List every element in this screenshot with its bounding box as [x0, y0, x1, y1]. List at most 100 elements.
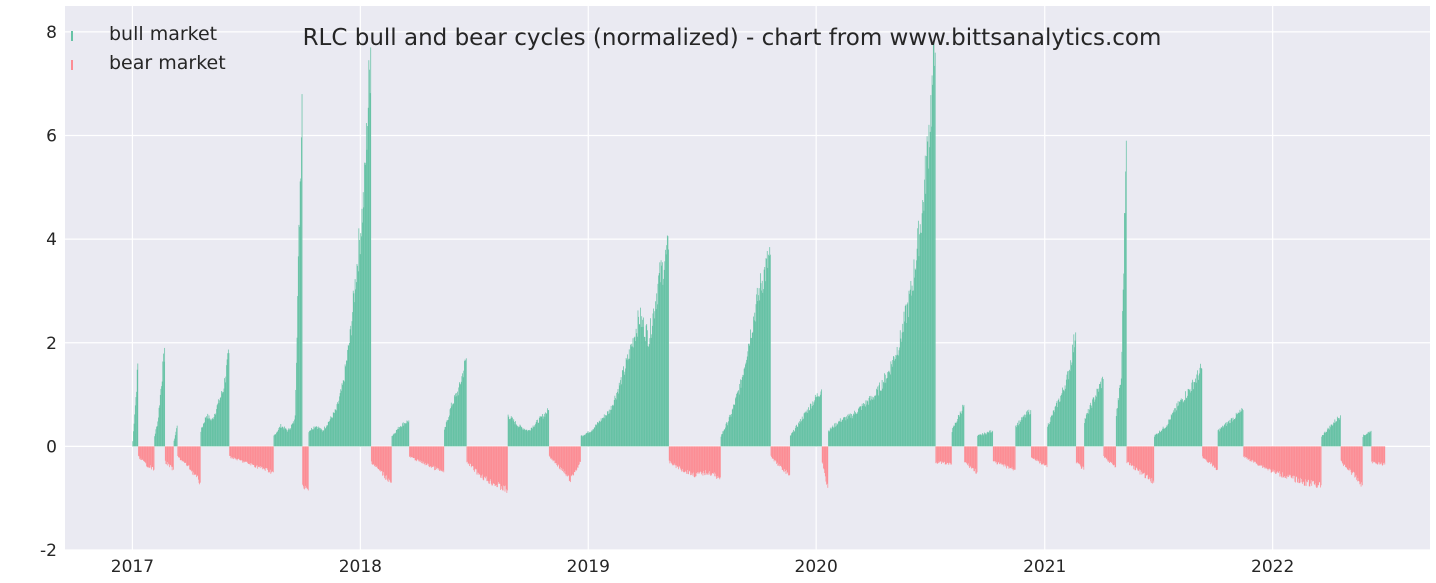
bear-bar: [1034, 446, 1035, 459]
bull-bar: [797, 426, 799, 447]
bear-bar: [479, 446, 480, 475]
bull-bar: [1074, 347, 1075, 447]
bear-bar: [1032, 446, 1033, 459]
bull-bar: [907, 317, 909, 447]
bull-bar: [460, 384, 462, 447]
bear-bar: [146, 446, 147, 467]
bull-bar: [1087, 413, 1088, 447]
bull-bar: [754, 321, 756, 447]
bear-bar: [1039, 446, 1040, 464]
bull-bar: [1178, 401, 1180, 447]
bear-bar: [780, 446, 782, 466]
bull-bar: [876, 388, 877, 447]
bear-bar: [773, 446, 774, 459]
bull-bar: [631, 343, 633, 447]
bull-bar: [457, 391, 458, 447]
bull-bar: [1100, 381, 1102, 447]
bull-bar: [650, 337, 652, 447]
bull-bar: [211, 420, 212, 447]
bull-bar: [1017, 422, 1018, 447]
bull-bar: [445, 422, 447, 447]
bear-bar: [939, 446, 940, 463]
bull-bar: [286, 429, 287, 447]
bull-bar: [1090, 405, 1092, 447]
bear-bar: [1381, 446, 1383, 463]
bear-bar: [269, 446, 270, 473]
bull-bar: [1020, 421, 1022, 447]
bear-bar: [198, 446, 199, 480]
bull-bar: [1159, 430, 1160, 447]
bull-bar: [747, 351, 749, 447]
bull-bar: [1062, 390, 1064, 447]
bull-bar: [511, 417, 513, 447]
bull-bar: [391, 436, 393, 447]
bull-bar: [735, 396, 737, 447]
bull-bar: [889, 374, 891, 447]
legend-bull-swatch: [71, 31, 73, 41]
bull-bar: [908, 290, 910, 447]
bull-bar: [593, 427, 595, 447]
bull-bar: [724, 429, 726, 447]
bull-bar: [980, 434, 982, 447]
bull-bar: [848, 413, 850, 447]
bull-bar: [796, 426, 798, 447]
bull-bar: [794, 430, 796, 447]
bull-bar: [754, 312, 756, 447]
bull-bar: [447, 419, 449, 447]
bear-bar: [306, 446, 307, 488]
bull-bar: [815, 397, 817, 447]
bear-bar: [1263, 446, 1265, 468]
bull-bar: [535, 423, 536, 447]
bear-bar: [941, 446, 943, 462]
bull-bar: [626, 359, 628, 447]
bull-bar: [293, 423, 295, 447]
bull-bar: [445, 426, 447, 447]
bull-bar: [462, 377, 464, 447]
bull-bar: [294, 419, 295, 447]
bear-bar: [1306, 446, 1308, 483]
bull-bar: [816, 393, 818, 447]
bull-bar: [837, 424, 839, 447]
bull-bar: [835, 422, 837, 447]
bull-bar: [313, 426, 315, 447]
bear-bar: [164, 446, 166, 461]
bear-bar: [782, 446, 784, 470]
bull-bar: [628, 349, 630, 447]
bear-bar: [468, 446, 470, 464]
bull-bar: [752, 331, 754, 447]
bull-bar: [405, 423, 407, 447]
bear-bar: [1287, 446, 1289, 475]
bull-bar: [1194, 382, 1196, 447]
bear-bar: [1262, 446, 1263, 468]
bull-bar: [854, 410, 856, 447]
bull-bar: [1370, 430, 1372, 447]
bear-bar: [380, 446, 382, 472]
bear-bar: [675, 446, 677, 469]
bear-bar: [1312, 446, 1314, 481]
bull-bar: [634, 336, 636, 447]
bull-bar: [1024, 414, 1025, 447]
x-tick-label: 2021: [1023, 557, 1066, 577]
bear-bar: [823, 446, 824, 469]
bear-bar: [697, 446, 699, 474]
bull-bar: [954, 422, 956, 447]
bear-bar: [493, 446, 495, 484]
bull-bar: [952, 428, 954, 447]
bear-bar: [387, 446, 389, 482]
bull-bar: [637, 310, 639, 447]
bear-bar: [1307, 446, 1309, 481]
bear-bar: [153, 446, 155, 470]
bull-bar: [592, 429, 594, 447]
bull-bar: [332, 418, 334, 447]
bear-bar: [1082, 446, 1084, 467]
bear-bar: [1344, 446, 1346, 465]
bull-bar: [989, 432, 991, 447]
bull-bar: [1086, 413, 1088, 447]
bull-bar: [450, 407, 452, 447]
bull-bar: [904, 305, 906, 447]
bull-bar: [1169, 419, 1171, 447]
bull-bar: [621, 384, 623, 447]
bull-bar: [1168, 420, 1170, 447]
bear-bar: [307, 446, 309, 490]
bear-bar: [566, 446, 568, 475]
